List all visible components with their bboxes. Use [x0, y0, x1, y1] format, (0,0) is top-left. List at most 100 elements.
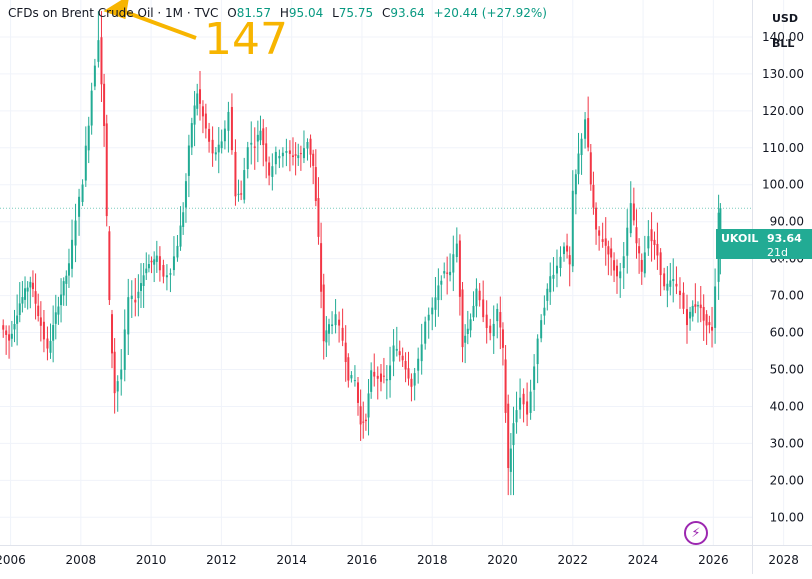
x-tick-label: 2006	[0, 553, 26, 567]
candle-body	[638, 246, 641, 254]
candle-body	[577, 153, 580, 175]
x-tick-label: 2012	[206, 553, 237, 567]
candle-body	[461, 289, 464, 348]
candle-body	[309, 138, 312, 155]
candle-body	[356, 382, 359, 403]
candle-body	[230, 107, 233, 151]
lightning-icon[interactable]: ⚡	[684, 521, 708, 545]
candle-body	[187, 145, 190, 176]
candle-body	[57, 306, 60, 315]
candle-body	[385, 379, 388, 381]
candle-body	[24, 288, 27, 300]
candle-body	[601, 239, 604, 242]
candle-body	[250, 142, 253, 145]
candle-body	[650, 229, 653, 242]
candle-body	[314, 167, 317, 201]
candle-body	[410, 378, 413, 387]
candle-body	[113, 351, 116, 394]
candle-body	[39, 317, 42, 326]
candle-body	[116, 381, 119, 392]
candle-body	[595, 207, 598, 230]
candle-body	[464, 335, 467, 343]
candle-body	[317, 198, 320, 237]
candle-body	[640, 259, 643, 272]
candle-body	[62, 281, 65, 296]
candle-body	[610, 248, 613, 258]
candle-body	[515, 410, 518, 423]
candle-body	[158, 256, 161, 271]
candle-body	[127, 297, 130, 335]
candle-body	[682, 292, 685, 309]
high-value: 95.04	[288, 6, 324, 20]
candle-body	[347, 357, 350, 381]
currency-unit[interactable]: USD	[772, 12, 798, 25]
candle-body	[265, 143, 268, 162]
candle-body	[656, 243, 659, 256]
candle-body	[446, 272, 449, 274]
candle-body	[622, 256, 625, 269]
candle-body	[294, 154, 297, 156]
open-value: 81.57	[236, 6, 272, 20]
candle-body	[398, 351, 401, 356]
candle-body	[440, 280, 443, 285]
candle-body	[526, 401, 529, 415]
candle-body	[376, 375, 379, 379]
y-tick-label: 140.00	[762, 30, 804, 44]
candle-body	[140, 283, 142, 291]
candle-body	[392, 345, 395, 362]
candle-body	[147, 263, 150, 269]
candle-body	[103, 83, 106, 127]
candle-body	[331, 324, 334, 327]
candle-body	[543, 307, 546, 316]
measure-unit[interactable]: BLL	[772, 37, 795, 50]
candle-body	[278, 155, 281, 159]
candle-body	[370, 370, 373, 392]
candle-body	[691, 305, 694, 317]
candle-body	[540, 320, 543, 339]
candle-body	[699, 304, 702, 309]
candle-body	[672, 279, 675, 281]
candle-body	[145, 268, 148, 274]
candle-body	[350, 375, 353, 379]
candle-body	[589, 152, 592, 185]
candle-body	[253, 146, 256, 148]
candle-body	[291, 155, 294, 158]
candle-body	[653, 239, 656, 246]
candle-body	[184, 181, 187, 208]
candle-body	[90, 90, 93, 126]
candle-body	[584, 119, 587, 139]
candle-body	[214, 152, 217, 155]
y-tick-label: 40.00	[770, 399, 804, 413]
candle-body	[31, 282, 34, 290]
y-tick-label: 60.00	[770, 326, 804, 340]
candle-body	[489, 325, 492, 334]
candle-body	[604, 238, 607, 246]
candle-body	[246, 147, 249, 170]
candle-body	[37, 305, 40, 317]
y-tick-label: 120.00	[762, 104, 804, 118]
candle-body	[420, 344, 423, 362]
candle-body	[172, 256, 175, 271]
price-tag-symbol: UKOIL	[721, 232, 759, 245]
candle-body	[60, 294, 63, 306]
x-tick-label: 2010	[136, 553, 167, 567]
candle-body	[549, 276, 552, 293]
candle-body	[243, 170, 246, 200]
candle-body	[711, 326, 714, 331]
candle-body	[288, 150, 291, 154]
x-tick-label: 2018	[417, 553, 448, 567]
candle-body	[328, 324, 330, 334]
candle-body	[675, 283, 678, 287]
candle-body	[475, 288, 478, 307]
candle-body	[571, 190, 574, 267]
candle-body	[78, 196, 81, 217]
candle-body	[504, 359, 507, 413]
candle-body	[714, 286, 717, 328]
candle-body	[452, 254, 455, 273]
candle-body	[607, 246, 610, 255]
candle-body	[632, 203, 635, 221]
candle-body	[302, 148, 305, 159]
close-value: 93.64	[390, 6, 425, 20]
